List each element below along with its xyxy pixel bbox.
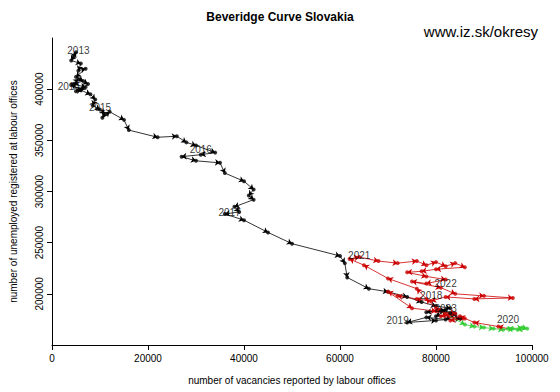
svg-text:2015: 2015: [89, 102, 112, 113]
svg-text:2021: 2021: [348, 250, 371, 261]
svg-text:20000: 20000: [134, 353, 162, 364]
svg-text:80000: 80000: [422, 353, 450, 364]
svg-text:number of vacancies reported b: number of vacancies reported by labour o…: [188, 375, 396, 386]
svg-text:www.iz.sk/okresy: www.iz.sk/okresy: [423, 23, 539, 40]
svg-text:2014: 2014: [58, 81, 81, 92]
svg-text:2018: 2018: [420, 290, 443, 301]
svg-text:250000: 250000: [34, 226, 45, 260]
svg-text:200000: 200000: [34, 277, 45, 311]
svg-text:350000: 350000: [34, 123, 45, 157]
svg-text:number of unemployed registere: number of unemployed registered at labou…: [8, 80, 19, 303]
svg-text:100000: 100000: [515, 353, 549, 364]
svg-text:2019: 2019: [386, 315, 409, 326]
svg-text:2013: 2013: [67, 45, 90, 56]
svg-text:300000: 300000: [34, 174, 45, 208]
svg-text:400000: 400000: [34, 72, 45, 106]
svg-text:40000: 40000: [230, 353, 258, 364]
svg-text:2016: 2016: [190, 144, 213, 155]
svg-text:2017: 2017: [218, 207, 241, 218]
svg-text:2020: 2020: [497, 314, 520, 325]
svg-text:2022: 2022: [434, 278, 457, 289]
svg-text:2023: 2023: [434, 303, 457, 314]
svg-text:Beveridge Curve Slovakia: Beveridge Curve Slovakia: [206, 10, 354, 24]
svg-text:0: 0: [49, 353, 55, 364]
svg-text:60000: 60000: [326, 353, 354, 364]
